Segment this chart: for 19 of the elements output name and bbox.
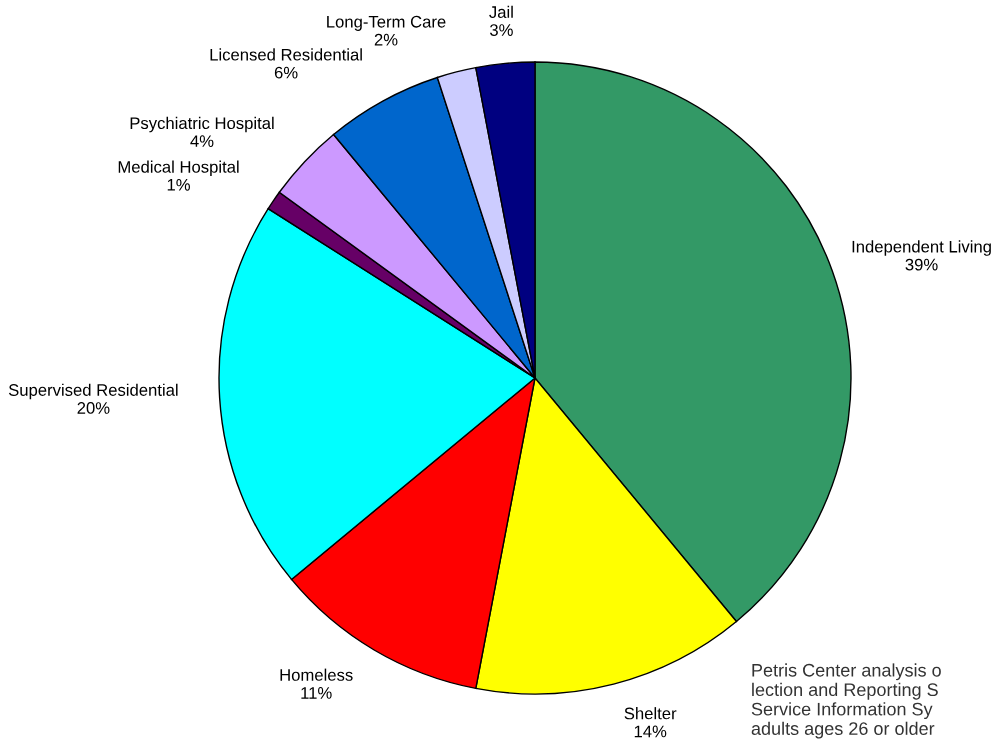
data-label: 11% — [301, 687, 332, 699]
slice-label: Shelter — [624, 707, 677, 720]
slice-label: Long-Term Care — [327, 15, 446, 31]
slice-label: Homeless — [280, 668, 353, 681]
data-label: 20% — [77, 402, 110, 414]
data-label: 39% — [905, 258, 938, 271]
slice-label: Independent Living — [852, 240, 991, 256]
data-label: 14% — [634, 725, 667, 738]
slice-label: Psychiatric Hospital — [130, 116, 274, 133]
data-label: 1% — [167, 179, 190, 191]
data-label: 3% — [489, 24, 513, 36]
data-label: 2% — [374, 33, 398, 46]
slice-label: Supervised Residential — [8, 383, 178, 400]
data-label: 6% — [274, 66, 298, 79]
slice-label: Jail — [489, 5, 513, 18]
slice-label: Medical Hospital — [118, 160, 239, 177]
slice-label: Licensed Residential — [210, 48, 362, 61]
text: Petris Center analysis o lection and Reporting S Service Information Sy adults ages 26 or older — [751, 663, 941, 739]
data-label: 4% — [190, 135, 214, 147]
